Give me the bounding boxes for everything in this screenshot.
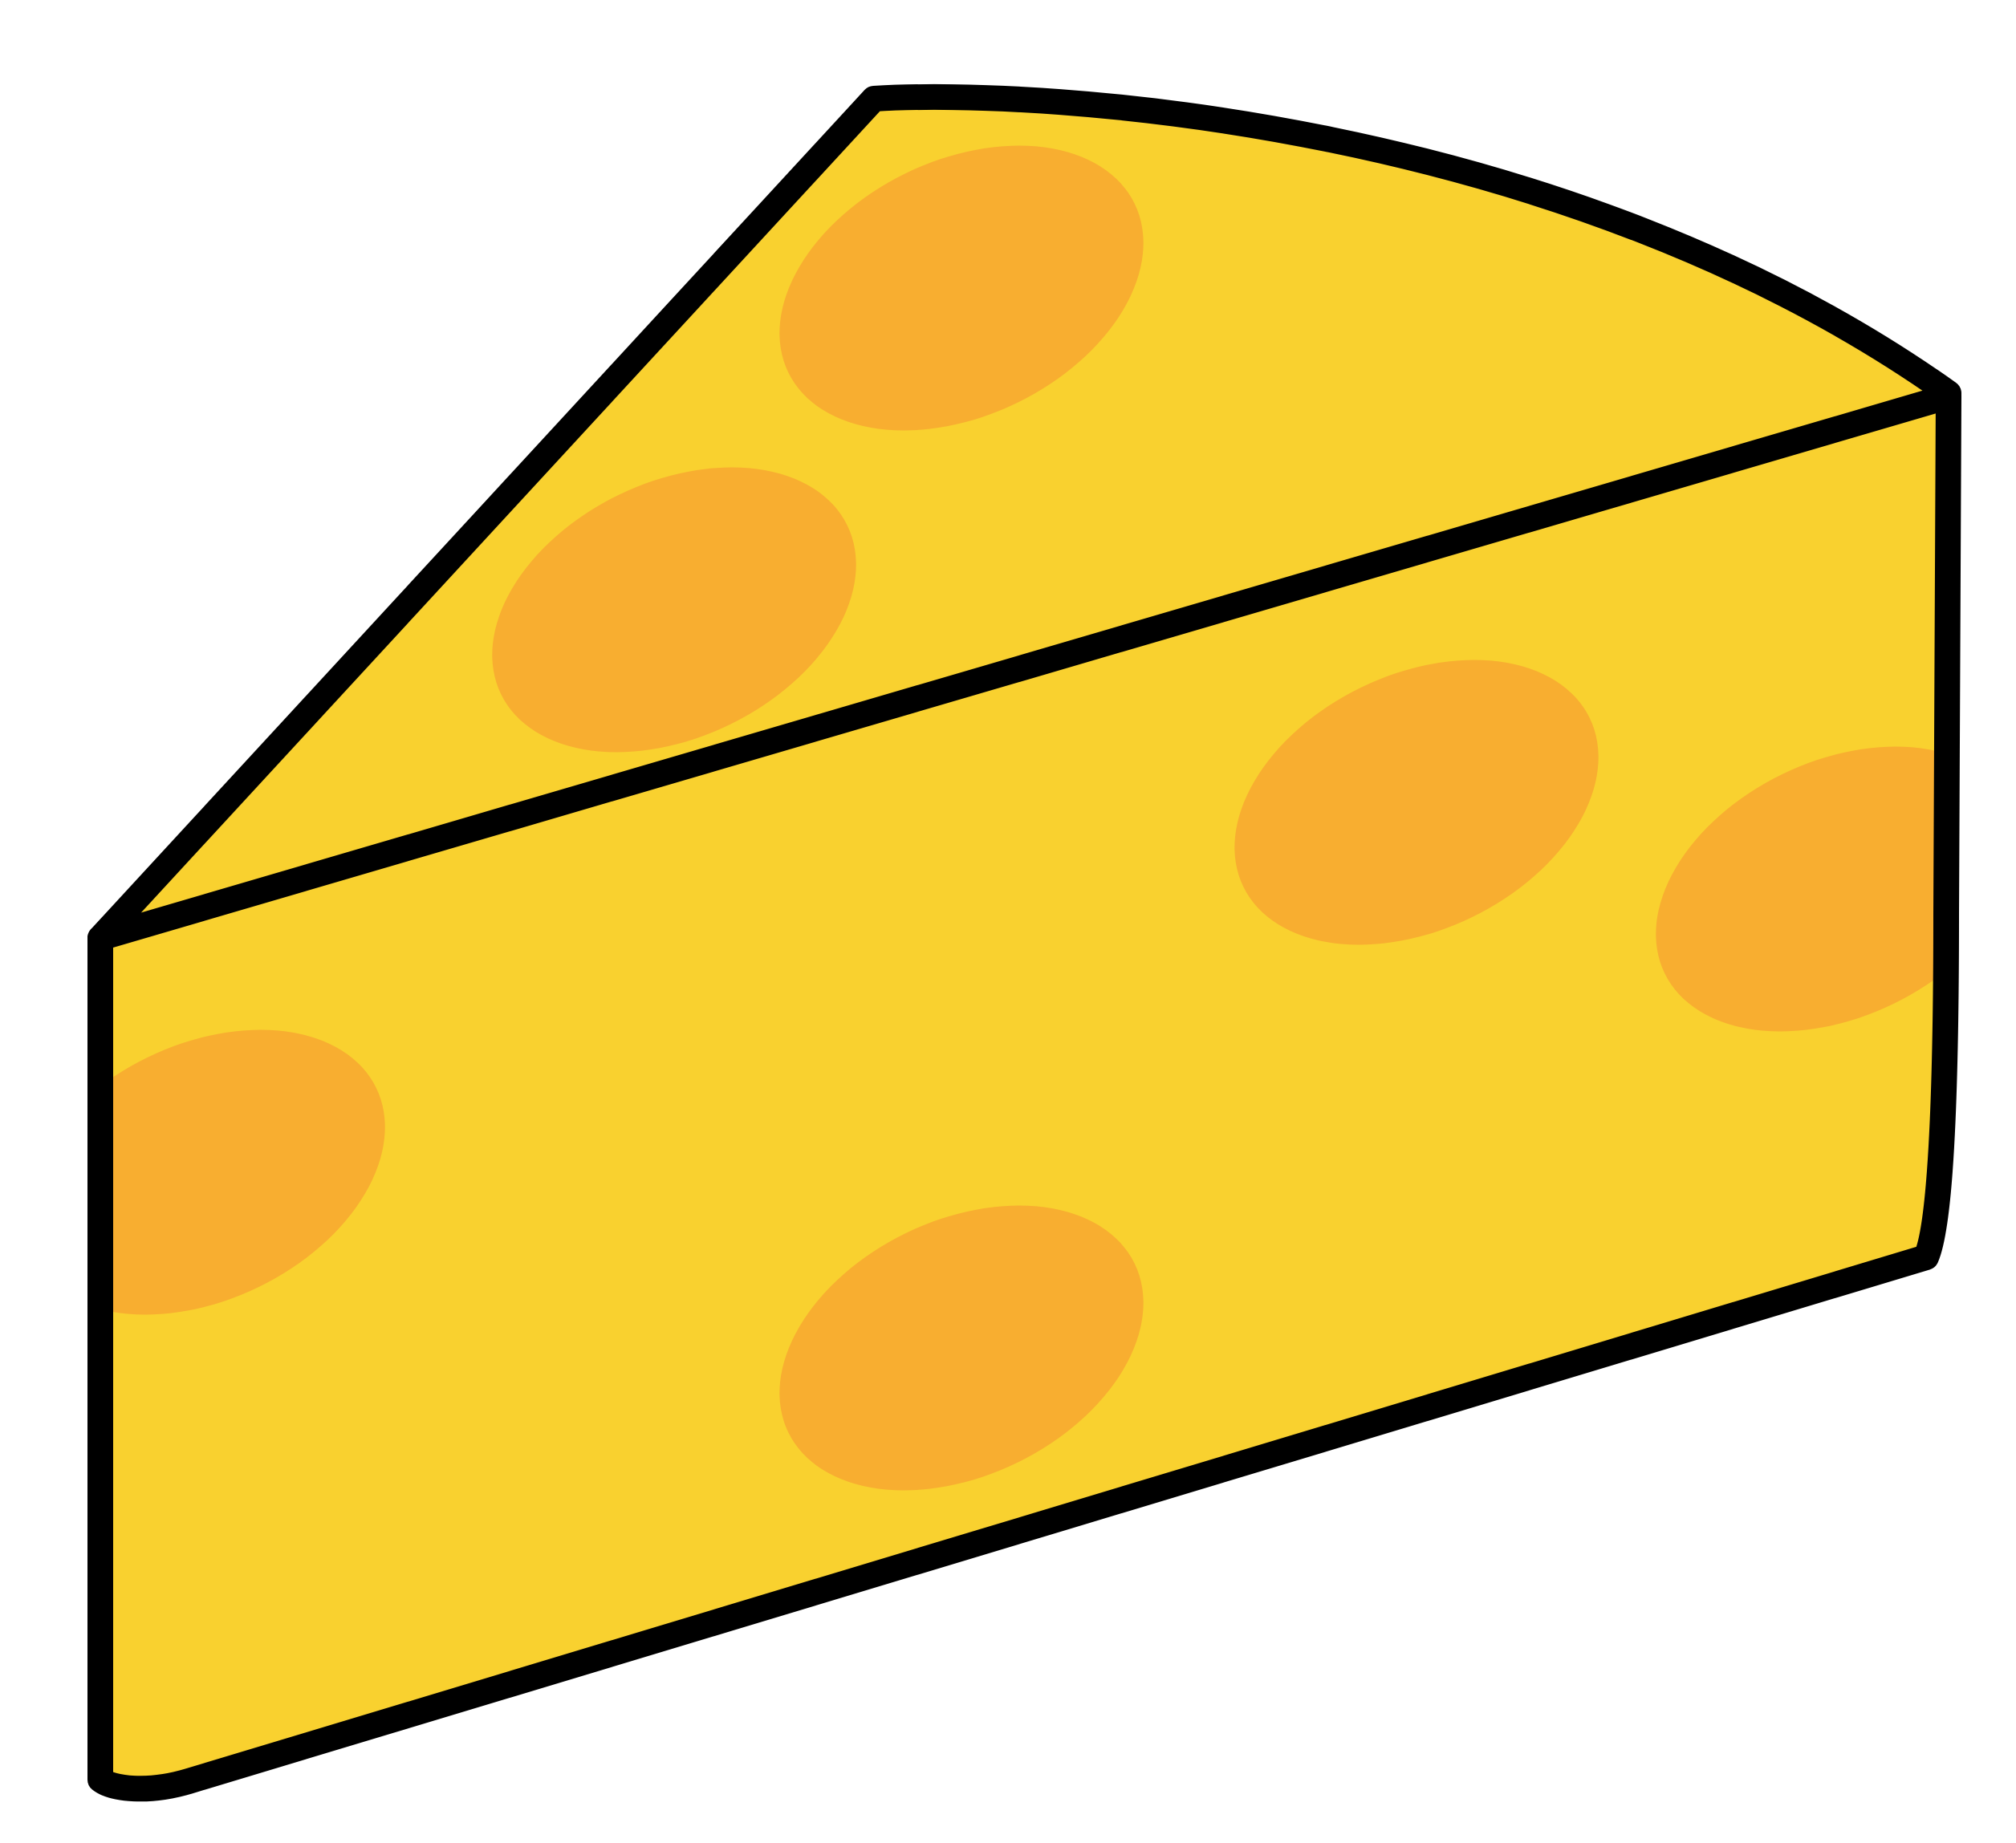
cheese-hole [492, 467, 856, 753]
cheese-hole [779, 1205, 1144, 1491]
cheese-outline [87, 83, 1961, 1802]
cheese-hole [1234, 660, 1599, 945]
cheese-hole [779, 145, 1144, 431]
cheese-hole [1656, 746, 1949, 1032]
